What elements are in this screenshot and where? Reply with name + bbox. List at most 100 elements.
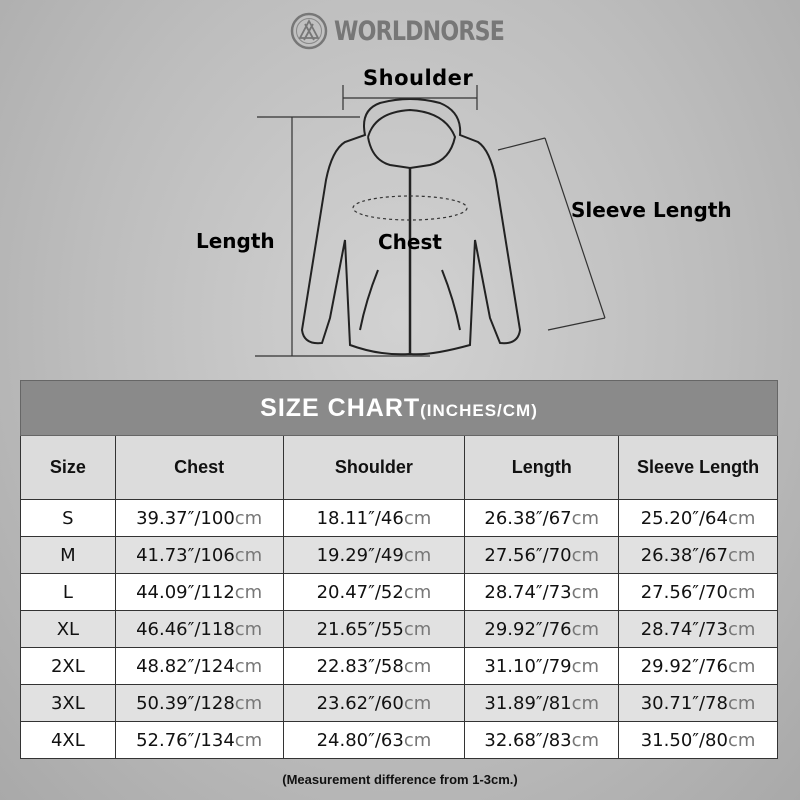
unit-label: cm — [234, 655, 263, 677]
unit-label: cm — [727, 655, 756, 677]
size-cell: S — [20, 499, 116, 537]
sleeve-cell: 27.56″/70cm — [618, 573, 778, 611]
unit-label: cm — [727, 729, 756, 751]
table-row: XL 46.46″/118cm 21.65″/55cm 29.92″/76cm 28.7… — [20, 610, 778, 648]
sleeve-value: 28.74″/73 — [640, 618, 728, 640]
chest-label: Chest — [378, 230, 442, 254]
chest-value: 52.76″/134 — [136, 729, 235, 751]
header-sleeve-length: Sleeve Length — [618, 435, 778, 500]
size-cell: 4XL — [20, 721, 116, 759]
length-value: 31.10″/79 — [484, 655, 572, 677]
size-cell: XL — [20, 610, 116, 648]
unit-label: cm — [727, 507, 756, 529]
hoodie-outline — [300, 98, 522, 356]
chest-cell: 50.39″/128cm — [114, 684, 284, 722]
unit-label: cm — [403, 544, 432, 566]
unit-label: cm — [234, 544, 263, 566]
shoulder-measure-line — [342, 85, 478, 110]
shoulder-value: 21.65″/55 — [316, 618, 404, 640]
shoulder-value: 24.80″/63 — [316, 729, 404, 751]
chest-cell: 44.09″/112cm — [114, 573, 284, 611]
length-cell: 27.56″/70cm — [464, 536, 620, 574]
unit-label: cm — [234, 729, 263, 751]
size-cell: M — [20, 536, 116, 574]
length-value: 27.56″/70 — [484, 544, 572, 566]
valknut-knot-icon — [290, 12, 328, 50]
sleeve-cell: 29.92″/76cm — [618, 647, 778, 685]
sleeve-cell: 26.38″/67cm — [618, 536, 778, 574]
size-chart-title: SIZE CHART(INCHES/CM) — [20, 380, 778, 436]
header-shoulder: Shoulder — [282, 435, 466, 500]
sleeve-value: 25.20″/64 — [640, 507, 728, 529]
length-cell: 31.10″/79cm — [464, 647, 620, 685]
chest-cell: 48.82″/124cm — [114, 647, 284, 685]
sleeve-value: 27.56″/70 — [640, 581, 728, 603]
length-cell: 26.38″/67cm — [464, 499, 620, 537]
chest-value: 39.37″/100 — [136, 507, 235, 529]
table-row: M 41.73″/106cm 19.29″/49cm 27.56″/70cm 26.38… — [20, 536, 778, 574]
unit-label: cm — [403, 729, 432, 751]
unit-label: cm — [571, 581, 600, 603]
chest-value: 50.39″/128 — [136, 692, 235, 714]
chest-value: 41.73″/106 — [136, 544, 235, 566]
unit-label: cm — [571, 507, 600, 529]
unit-label: cm — [571, 618, 600, 640]
unit-label: cm — [234, 507, 263, 529]
unit-label: cm — [571, 729, 600, 751]
sleeve-cell: 30.71″/78cm — [618, 684, 778, 722]
unit-label: cm — [571, 692, 600, 714]
brand-logo: WORLDNORSE — [290, 12, 541, 50]
shoulder-cell: 21.65″/55cm — [282, 610, 466, 648]
unit-label: cm — [727, 544, 756, 566]
unit-label: cm — [234, 692, 263, 714]
unit-label: cm — [571, 655, 600, 677]
sleeve-value: 30.71″/78 — [640, 692, 728, 714]
length-value: 31.89″/81 — [484, 692, 572, 714]
table-row: 4XL 52.76″/134cm 24.80″/63cm 32.68″/83cm 31.… — [20, 721, 778, 759]
unit-label: cm — [571, 544, 600, 566]
chest-value: 48.82″/124 — [136, 655, 235, 677]
length-cell: 32.68″/83cm — [464, 721, 620, 759]
unit-label: cm — [403, 507, 432, 529]
table-row: L 44.09″/112cm 20.47″/52cm 28.74″/73cm 27.56… — [20, 573, 778, 611]
unit-label: cm — [727, 618, 756, 640]
chest-value: 46.46″/118 — [136, 618, 235, 640]
shoulder-value: 19.29″/49 — [316, 544, 404, 566]
length-cell: 29.92″/76cm — [464, 610, 620, 648]
pocket-left — [359, 269, 379, 331]
measurement-note: (Measurement difference from 1-3cm.) — [282, 772, 518, 787]
length-cell: 28.74″/73cm — [464, 573, 620, 611]
sleeve-value: 26.38″/67 — [640, 544, 728, 566]
unit-label: cm — [234, 618, 263, 640]
sleeve-cell: 28.74″/73cm — [618, 610, 778, 648]
shoulder-cell: 24.80″/63cm — [282, 721, 466, 759]
sleeve-value: 29.92″/76 — [640, 655, 728, 677]
shoulder-cell: 20.47″/52cm — [282, 573, 466, 611]
unit-label: cm — [403, 581, 432, 603]
header-size: Size — [20, 435, 116, 500]
chest-cell: 41.73″/106cm — [114, 536, 284, 574]
sleeve-length-label: Sleeve Length — [571, 198, 732, 222]
length-cell: 31.89″/81cm — [464, 684, 620, 722]
chest-cell: 46.46″/118cm — [114, 610, 284, 648]
brand-name: WORLDNORSE — [334, 15, 505, 47]
sleeve-cell: 31.50″/80cm — [618, 721, 778, 759]
size-cell: 3XL — [20, 684, 116, 722]
length-value: 26.38″/67 — [484, 507, 572, 529]
sleeve-cell: 25.20″/64cm — [618, 499, 778, 537]
length-value: 29.92″/76 — [484, 618, 572, 640]
shoulder-label: Shoulder — [363, 66, 473, 90]
table-row: 2XL 48.82″/124cm 22.83″/58cm 31.10″/79cm 29.… — [20, 647, 778, 685]
size-cell: L — [20, 573, 116, 611]
shoulder-value: 22.83″/58 — [316, 655, 404, 677]
header-chest: Chest — [114, 435, 284, 500]
length-label: Length — [196, 229, 275, 253]
shoulder-value: 18.11″/46 — [316, 507, 404, 529]
header-length: Length — [464, 435, 620, 500]
hood-inner — [367, 108, 457, 170]
shoulder-cell: 18.11″/46cm — [282, 499, 466, 537]
unit-label: cm — [403, 618, 432, 640]
unit-label: cm — [403, 692, 432, 714]
shoulder-cell: 22.83″/58cm — [282, 647, 466, 685]
chest-cell: 52.76″/134cm — [114, 721, 284, 759]
